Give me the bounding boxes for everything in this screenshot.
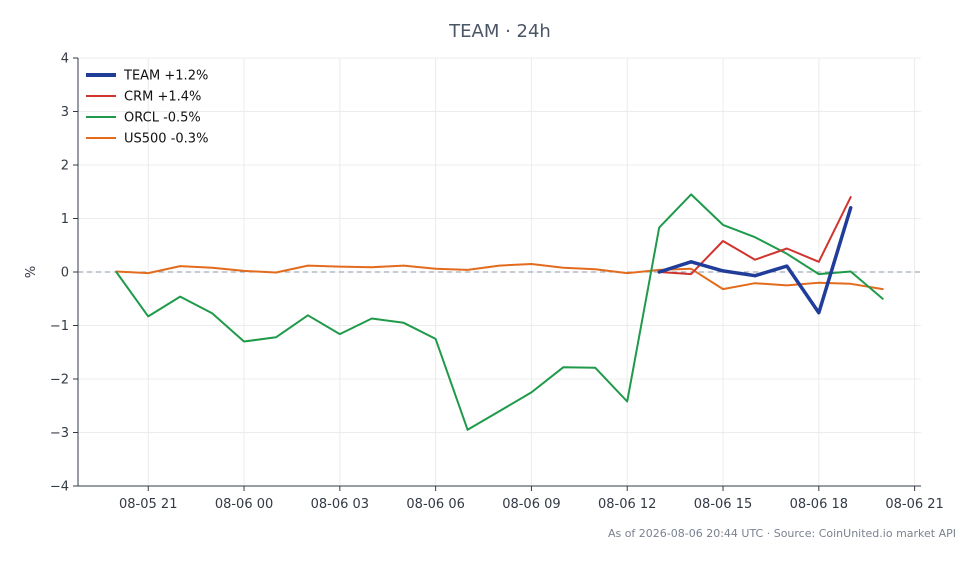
y-tick-label: 2 <box>61 159 69 174</box>
y-tick-label: 4 <box>61 52 69 67</box>
x-tick-label: 08-06 03 <box>311 497 369 512</box>
y-tick-label: −1 <box>50 319 69 334</box>
y-tick-label: 0 <box>61 266 69 281</box>
y-tick-label: 1 <box>61 212 69 227</box>
x-tick-label: 08-05 21 <box>119 497 177 512</box>
legend-label-us500: US500 -0.3% <box>124 132 208 147</box>
x-tick-label: 08-06 21 <box>885 497 943 512</box>
x-tick-label: 08-06 00 <box>215 497 273 512</box>
series-line-orcl <box>115 193 884 431</box>
series-layer <box>115 193 884 431</box>
series-line-us500 <box>115 263 884 291</box>
legend-label-crm: CRM +1.4% <box>124 90 201 105</box>
series-line-crm <box>658 196 852 276</box>
y-tick-label: −2 <box>50 373 69 388</box>
legend: TEAM +1.2% CRM +1.4% ORCL -0.5% US500 -0.3% <box>86 69 208 147</box>
chart-title: TEAM · 24h <box>448 21 551 42</box>
x-tick-label: 08-06 06 <box>406 497 464 512</box>
y-tick-label: 3 <box>61 105 69 120</box>
legend-label-orcl: ORCL -0.5% <box>124 111 201 126</box>
x-tick-label: 08-06 09 <box>502 497 560 512</box>
footer-source-note: As of 2026-08-06 20:44 UTC · Source: Coi… <box>608 527 956 540</box>
y-axis-label: % <box>24 266 39 278</box>
x-tick-label: 08-06 15 <box>694 497 752 512</box>
y-tick-label: −3 <box>50 426 69 441</box>
x-tick-label: 08-06 12 <box>598 497 656 512</box>
x-tick-label: 08-06 18 <box>790 497 848 512</box>
axes: −4 −3 −2 −1 0 1 2 3 4 08-05 21 08-06 00 08-06 03 08-… <box>50 52 944 513</box>
y-tick-label: −4 <box>50 480 69 495</box>
series-line-team <box>657 206 853 315</box>
legend-label-team: TEAM +1.2% <box>123 69 208 84</box>
